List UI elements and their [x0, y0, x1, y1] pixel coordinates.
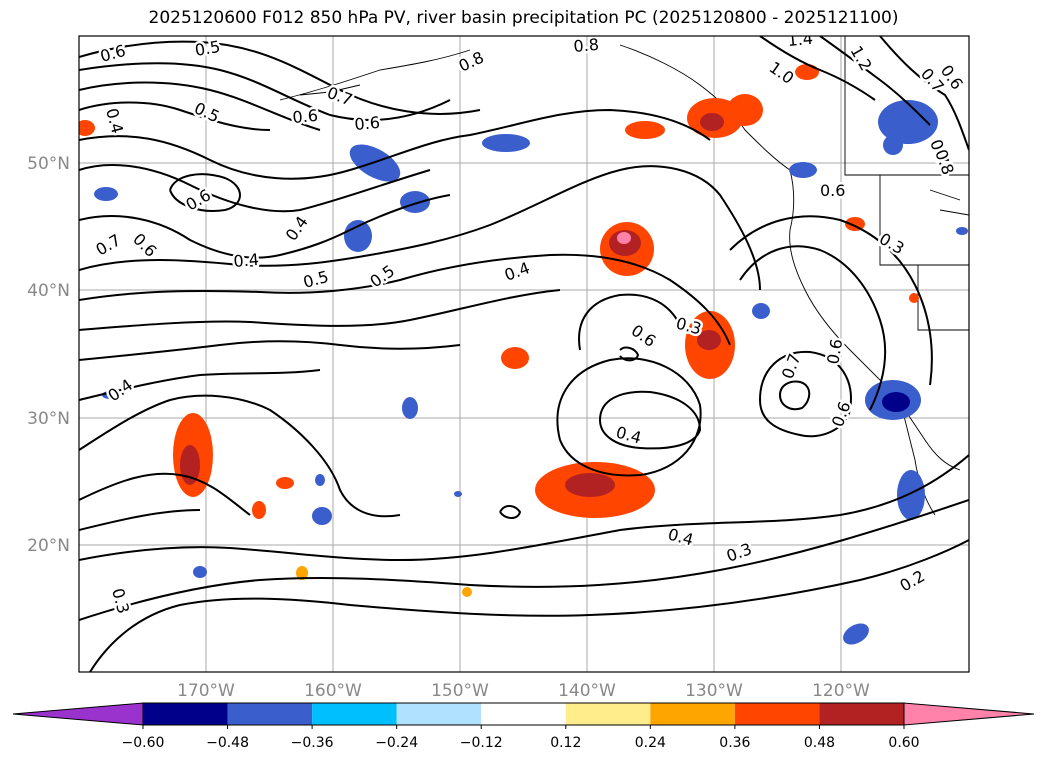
colorbar-segment [734, 703, 820, 725]
colorbar-tick-label: −0.12 [460, 735, 503, 751]
colorbar-tick-label: −0.36 [291, 735, 334, 751]
lon-label-150w: 150°W [431, 681, 489, 701]
lat-label-40n: 40°N [27, 281, 70, 301]
colorbar-segment [312, 703, 397, 725]
lon-label-130w: 130°W [685, 681, 743, 701]
lat-label-20n: 20°N [27, 536, 70, 556]
contour-label: 0.6 [292, 106, 319, 127]
contour-label: 0.6 [820, 181, 845, 200]
lon-label-160w: 160°W [304, 681, 362, 701]
colorbar: −0.60 −0.48 −0.36 −0.24 −0.12 0.12 0.24 0.36 0.4… [12, 702, 1035, 751]
map-title: 2025120600 F012 850 hPa PV, river basin … [148, 8, 899, 28]
colorbar-tick-label: 0.48 [804, 735, 835, 751]
contour-label: 1.4 [787, 29, 814, 50]
lat-label-50n: 50°N [27, 154, 70, 174]
contour-label: 0.4 [233, 250, 260, 271]
graticule [79, 36, 969, 672]
colorbar-segment [143, 703, 228, 725]
colorbar-outline [142, 702, 905, 726]
longitude-labels: 170°W 160°W 150°W 140°W 130°W 120°W [177, 681, 870, 701]
map-frame [78, 35, 970, 673]
colorbar-segment [819, 703, 904, 725]
lat-label-30n: 30°N [27, 409, 70, 429]
colorbar-tick-label: 0.12 [550, 735, 581, 751]
colorbar-tick-label: 0.24 [635, 735, 666, 751]
latitude-labels: 50°N 40°N 30°N 20°N [27, 154, 70, 556]
contour-label: 0.6 [354, 113, 381, 134]
colorbar-tick-label: −0.48 [206, 735, 249, 751]
lon-label-170w: 170°W [177, 681, 235, 701]
precip-shading [79, 64, 968, 645]
colorbar-segment [650, 703, 735, 725]
colorbar-tick-label: −0.24 [375, 735, 418, 751]
lon-label-140w: 140°W [558, 681, 616, 701]
colorbar-tick-label: 0.60 [888, 735, 919, 751]
colorbar-segment [396, 703, 482, 725]
colorbar-segment [227, 703, 313, 725]
colorbar-segment [481, 703, 566, 725]
colorbar-segment [565, 703, 651, 725]
colorbar-tick-label: 0.36 [719, 735, 750, 751]
pv-contours [79, 36, 969, 672]
colorbar-extend-low [12, 702, 144, 726]
colorbar-tick-label: −0.60 [122, 735, 165, 751]
contour-label: 0.8 [573, 35, 600, 56]
lon-label-120w: 120°W [812, 681, 870, 701]
colorbar-extend-high [903, 702, 1035, 726]
